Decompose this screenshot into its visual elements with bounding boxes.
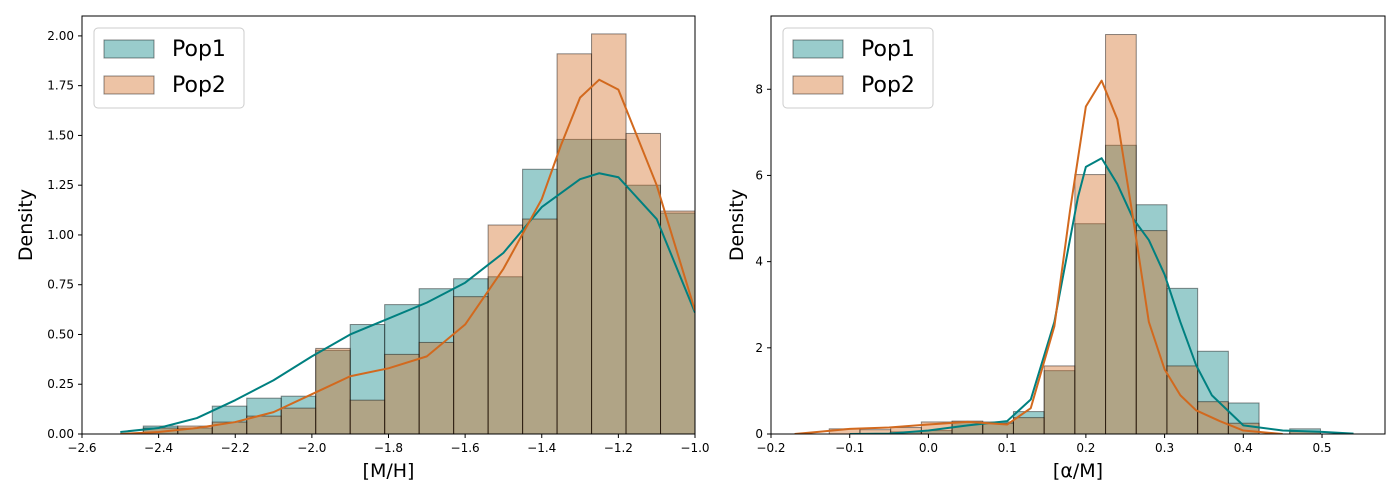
left-pop2-bar — [487, 224, 524, 434]
right-y-tick-label: 2 — [755, 341, 763, 355]
left-y-tick-label: 1.00 — [47, 228, 74, 242]
left-y-tick-label: 1.75 — [47, 79, 74, 93]
right-axes-frame — [770, 15, 1386, 435]
right-pop1-bar — [1012, 411, 1045, 434]
left-pop2-bar — [591, 33, 627, 434]
left-legend-label-pop2: Pop2 — [172, 73, 226, 98]
right-pop1-bar — [1135, 204, 1168, 434]
left-legend-box — [93, 27, 245, 109]
right-y-axis-label: Density — [726, 189, 748, 261]
right-pop1-bar — [1227, 402, 1260, 434]
right-y-tick-label: 8 — [755, 82, 763, 96]
left-legend-label-pop1: Pop1 — [172, 37, 226, 62]
left-pop1-bar — [418, 288, 455, 434]
left-pop1-bar — [384, 304, 420, 434]
left-x-tick-label: −1.8 — [374, 441, 403, 455]
left-pop1-bar — [453, 278, 489, 434]
right-x-tick-label: 0.1 — [998, 441, 1017, 455]
left-pop2-bar — [349, 399, 386, 434]
left-x-tick-label: −2.2 — [221, 441, 250, 455]
left-pop1-bar — [315, 349, 351, 434]
right-x-tick-label: 0.4 — [1234, 441, 1253, 455]
left-legend-swatch-pop2 — [103, 75, 155, 95]
right-y-tick-label: 0 — [755, 427, 763, 441]
left-pop2-bar — [280, 407, 317, 434]
right-legend-box — [782, 27, 934, 109]
left-y-tick-label: 1.50 — [47, 128, 74, 142]
left-y-tick-label: 1.25 — [47, 178, 74, 192]
left-pop1-kde-line — [120, 172, 695, 434]
right-pop2-bar — [1166, 365, 1199, 434]
left-pop1-bar — [246, 397, 282, 434]
left-pop1-bar — [280, 395, 317, 434]
left-pop1-bar — [349, 324, 386, 434]
right-pop2-bar — [1074, 174, 1107, 434]
right-pop2-kde-line — [794, 79, 1283, 434]
left-pop1-bar — [591, 138, 627, 434]
right-y-tick-label: 4 — [755, 255, 763, 269]
right-x-axis-label: [α/M] — [1053, 460, 1103, 482]
left-y-tick-label: 0.00 — [47, 427, 74, 441]
right-pop1-bar — [1166, 287, 1199, 434]
right-pop2-bar — [1012, 417, 1045, 434]
left-pop2-kde-line — [120, 78, 695, 434]
right-legend-swatch-pop1 — [792, 39, 844, 59]
right-pop1-bar — [920, 430, 953, 434]
left-y-tick-label: 0.50 — [47, 327, 74, 341]
right-pop2-bar — [1105, 34, 1137, 434]
right-x-tick-label: −0.1 — [835, 441, 864, 455]
left-panel: −2.6 −2.4 −2.2 −2.0 −1.8 −1.6 −1.4 −1.2 −1.0 0.00… — [15, 15, 710, 482]
left-x-tick-label: −2.4 — [144, 441, 173, 455]
right-legend-label-pop1: Pop1 — [861, 37, 915, 62]
left-x-tick-label: −1.0 — [680, 441, 709, 455]
left-pop2-bar — [660, 210, 695, 434]
right-y-tick-label: 6 — [755, 168, 763, 182]
right-legend-label-pop2: Pop2 — [861, 73, 915, 98]
right-x-tick-label: 0.3 — [1155, 441, 1174, 455]
left-pop2-bars — [142, 33, 695, 434]
left-y-axis-label: Density — [15, 189, 37, 261]
left-legend: Pop1 Pop2 — [93, 27, 245, 109]
left-x-tick-label: −1.4 — [527, 441, 556, 455]
right-pop1-kde-line — [849, 157, 1354, 434]
left-plot-area — [120, 33, 695, 434]
left-pop1-bar — [660, 212, 695, 434]
left-x-tick-label: −2.6 — [67, 441, 96, 455]
right-x-tick-label: 0.2 — [1076, 441, 1095, 455]
right-x-tick-label: 0.0 — [919, 441, 938, 455]
left-pop1-bar — [625, 184, 662, 434]
left-pop2-bar — [315, 347, 351, 434]
right-panel: −0.2 −0.1 0.0 0.1 0.2 0.3 0.4 0.5 0 2 4 6 8 [α/M] Dens… — [726, 15, 1386, 482]
left-pop2-bar — [556, 53, 593, 434]
left-pop1-bar — [487, 276, 524, 434]
left-y-tick-label: 2.00 — [47, 29, 74, 43]
left-pop2-bar — [246, 415, 282, 434]
left-x-tick-label: −2.0 — [297, 441, 326, 455]
right-pop1-bar — [1074, 223, 1107, 434]
left-legend-swatch-pop1 — [103, 39, 155, 59]
right-pop1-bar — [1043, 370, 1076, 434]
left-y-tick-label: 0.75 — [47, 278, 74, 292]
left-x-axis-label: [M/H] — [363, 460, 415, 482]
right-pop2-bar — [1227, 422, 1260, 434]
right-x-tick-label: −0.2 — [756, 441, 785, 455]
right-x-tick-label: 0.5 — [1312, 441, 1331, 455]
left-pop2-bar — [625, 132, 662, 434]
right-pop2-bar — [1043, 365, 1076, 434]
right-legend: Pop1 Pop2 — [782, 27, 934, 109]
left-pop1-bar — [522, 168, 558, 434]
left-pop2-bar — [522, 218, 558, 434]
left-pop1-bar — [556, 138, 593, 434]
left-pop1-bars — [142, 138, 695, 434]
right-legend-swatch-pop2 — [792, 75, 844, 95]
right-pop2-bar — [859, 429, 892, 434]
left-x-tick-label: −1.2 — [604, 441, 633, 455]
left-pop2-bar — [384, 353, 420, 434]
left-x-tick-label: −1.6 — [451, 441, 480, 455]
left-y-tick-label: 0.25 — [47, 377, 74, 391]
